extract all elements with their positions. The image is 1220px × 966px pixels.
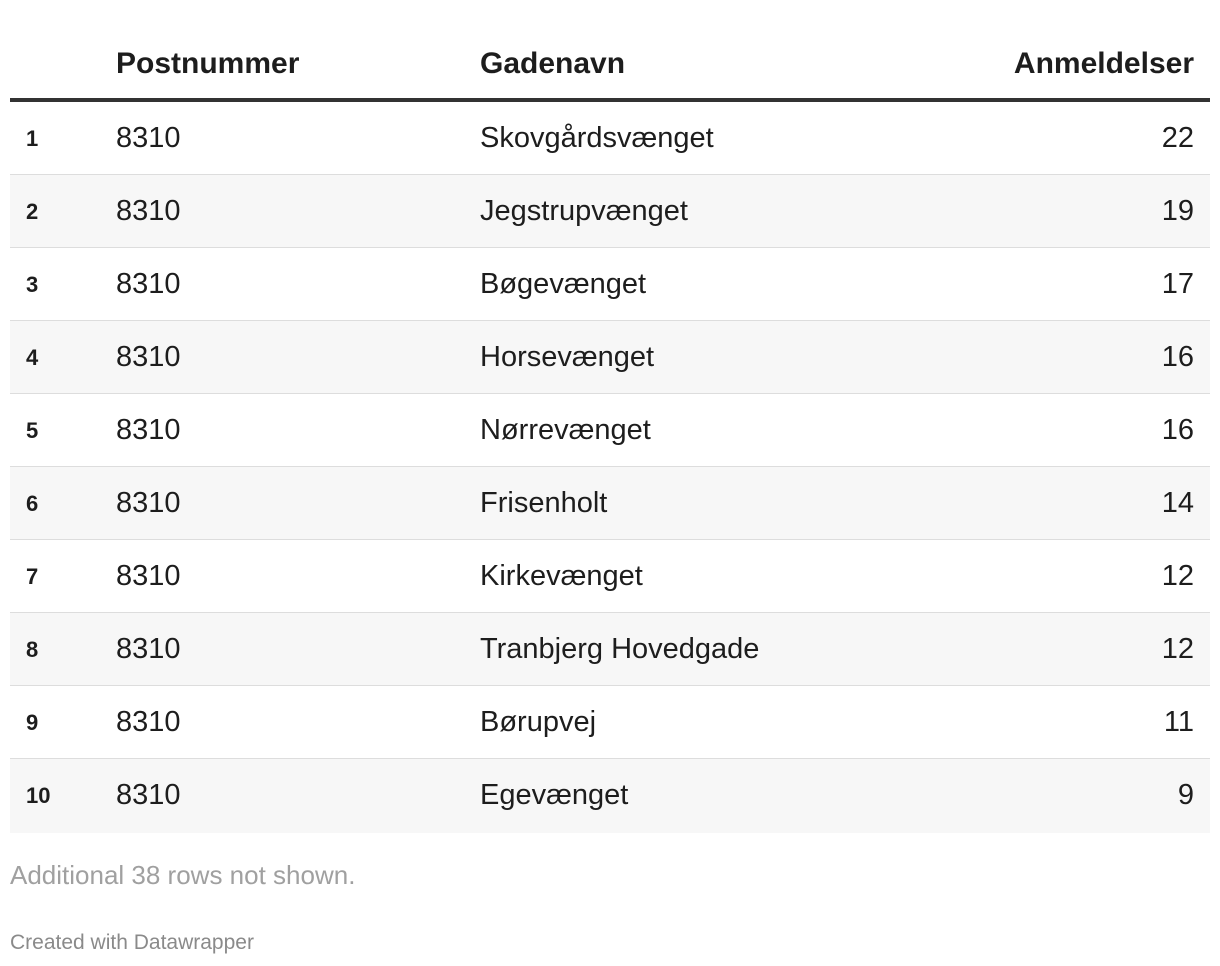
cell-gadenavn: Tranbjerg Hovedgade	[480, 633, 760, 665]
cell-anmeldelser: 12	[1161, 633, 1194, 665]
table-row: 10 8310 Egevænget 9	[10, 759, 1210, 833]
table-row: 7 8310 Kirkevænget 12	[10, 540, 1210, 613]
cell-postnummer: 8310	[116, 341, 181, 373]
table-row: 3 8310 Bøgevænget 17	[10, 248, 1210, 321]
header-gadenavn[interactable]: Gadenavn	[480, 47, 626, 80]
row-rank: 8	[26, 637, 39, 662]
row-rank: 2	[26, 199, 39, 224]
cell-anmeldelser: 12	[1161, 560, 1194, 592]
table-row: 5 8310 Nørrevænget 16	[10, 394, 1210, 467]
cell-postnummer: 8310	[116, 560, 181, 592]
cell-gadenavn: Bøgevænget	[480, 268, 647, 300]
table-row: 4 8310 Horsevænget 16	[10, 321, 1210, 394]
cell-gadenavn: Egevænget	[480, 779, 629, 811]
cell-anmeldelser: 16	[1161, 414, 1194, 446]
table-row: 8 8310 Tranbjerg Hovedgade 12	[10, 613, 1210, 686]
cell-postnummer: 8310	[116, 195, 181, 227]
cell-postnummer: 8310	[116, 706, 181, 738]
cell-postnummer: 8310	[116, 414, 181, 446]
cell-gadenavn: Kirkevænget	[480, 560, 643, 592]
cell-anmeldelser: 11	[1163, 706, 1194, 738]
table-header: Postnummer Gadenavn Anmeldelser	[10, 28, 1210, 102]
cell-gadenavn: Jegstrupvænget	[480, 195, 688, 227]
cell-postnummer: 8310	[116, 779, 181, 811]
table-row: 2 8310 Jegstrupvænget 19	[10, 175, 1210, 248]
row-rank: 10	[26, 783, 51, 808]
table-notes: Additional 38 rows not shown.	[10, 860, 356, 890]
table-row: 9 8310 Børupvej 11	[10, 686, 1210, 759]
cell-anmeldelser: 17	[1161, 268, 1194, 300]
cell-gadenavn: Frisenholt	[480, 487, 608, 519]
cell-postnummer: 8310	[116, 487, 181, 519]
attribution-footer: Created with Datawrapper	[10, 931, 254, 954]
table-row: 1 8310 Skovgårdsvænget 22	[10, 102, 1210, 175]
cell-gadenavn: Nørrevænget	[480, 414, 651, 446]
cell-postnummer: 8310	[116, 268, 181, 300]
row-rank: 3	[26, 272, 39, 297]
cell-gadenavn: Børupvej	[480, 706, 597, 738]
row-rank: 5	[26, 418, 39, 443]
row-rank: 1	[26, 126, 39, 151]
header-anmeldelser[interactable]: Anmeldelser	[1013, 47, 1194, 80]
cell-anmeldelser: 22	[1161, 122, 1194, 154]
table-row: 6 8310 Frisenholt 14	[10, 467, 1210, 540]
row-rank: 4	[26, 345, 39, 370]
row-rank: 7	[26, 564, 39, 589]
cell-anmeldelser: 9	[1177, 779, 1194, 811]
cell-anmeldelser: 14	[1161, 487, 1194, 519]
table-body: 1 8310 Skovgårdsvænget 22 2 8310 Jegstrupvænge…	[10, 102, 1210, 833]
cell-gadenavn: Horsevænget	[480, 341, 655, 373]
cell-anmeldelser: 19	[1161, 195, 1194, 227]
header-postnummer[interactable]: Postnummer	[116, 47, 300, 80]
cell-gadenavn: Skovgårdsvænget	[480, 122, 714, 154]
row-rank: 9	[26, 710, 39, 735]
data-table: Postnummer Gadenavn Anmeldelser 1 8310 Sko…	[10, 28, 1210, 833]
cell-postnummer: 8310	[116, 122, 181, 154]
cell-postnummer: 8310	[116, 633, 181, 665]
row-rank: 6	[26, 491, 39, 516]
cell-anmeldelser: 16	[1161, 341, 1194, 373]
